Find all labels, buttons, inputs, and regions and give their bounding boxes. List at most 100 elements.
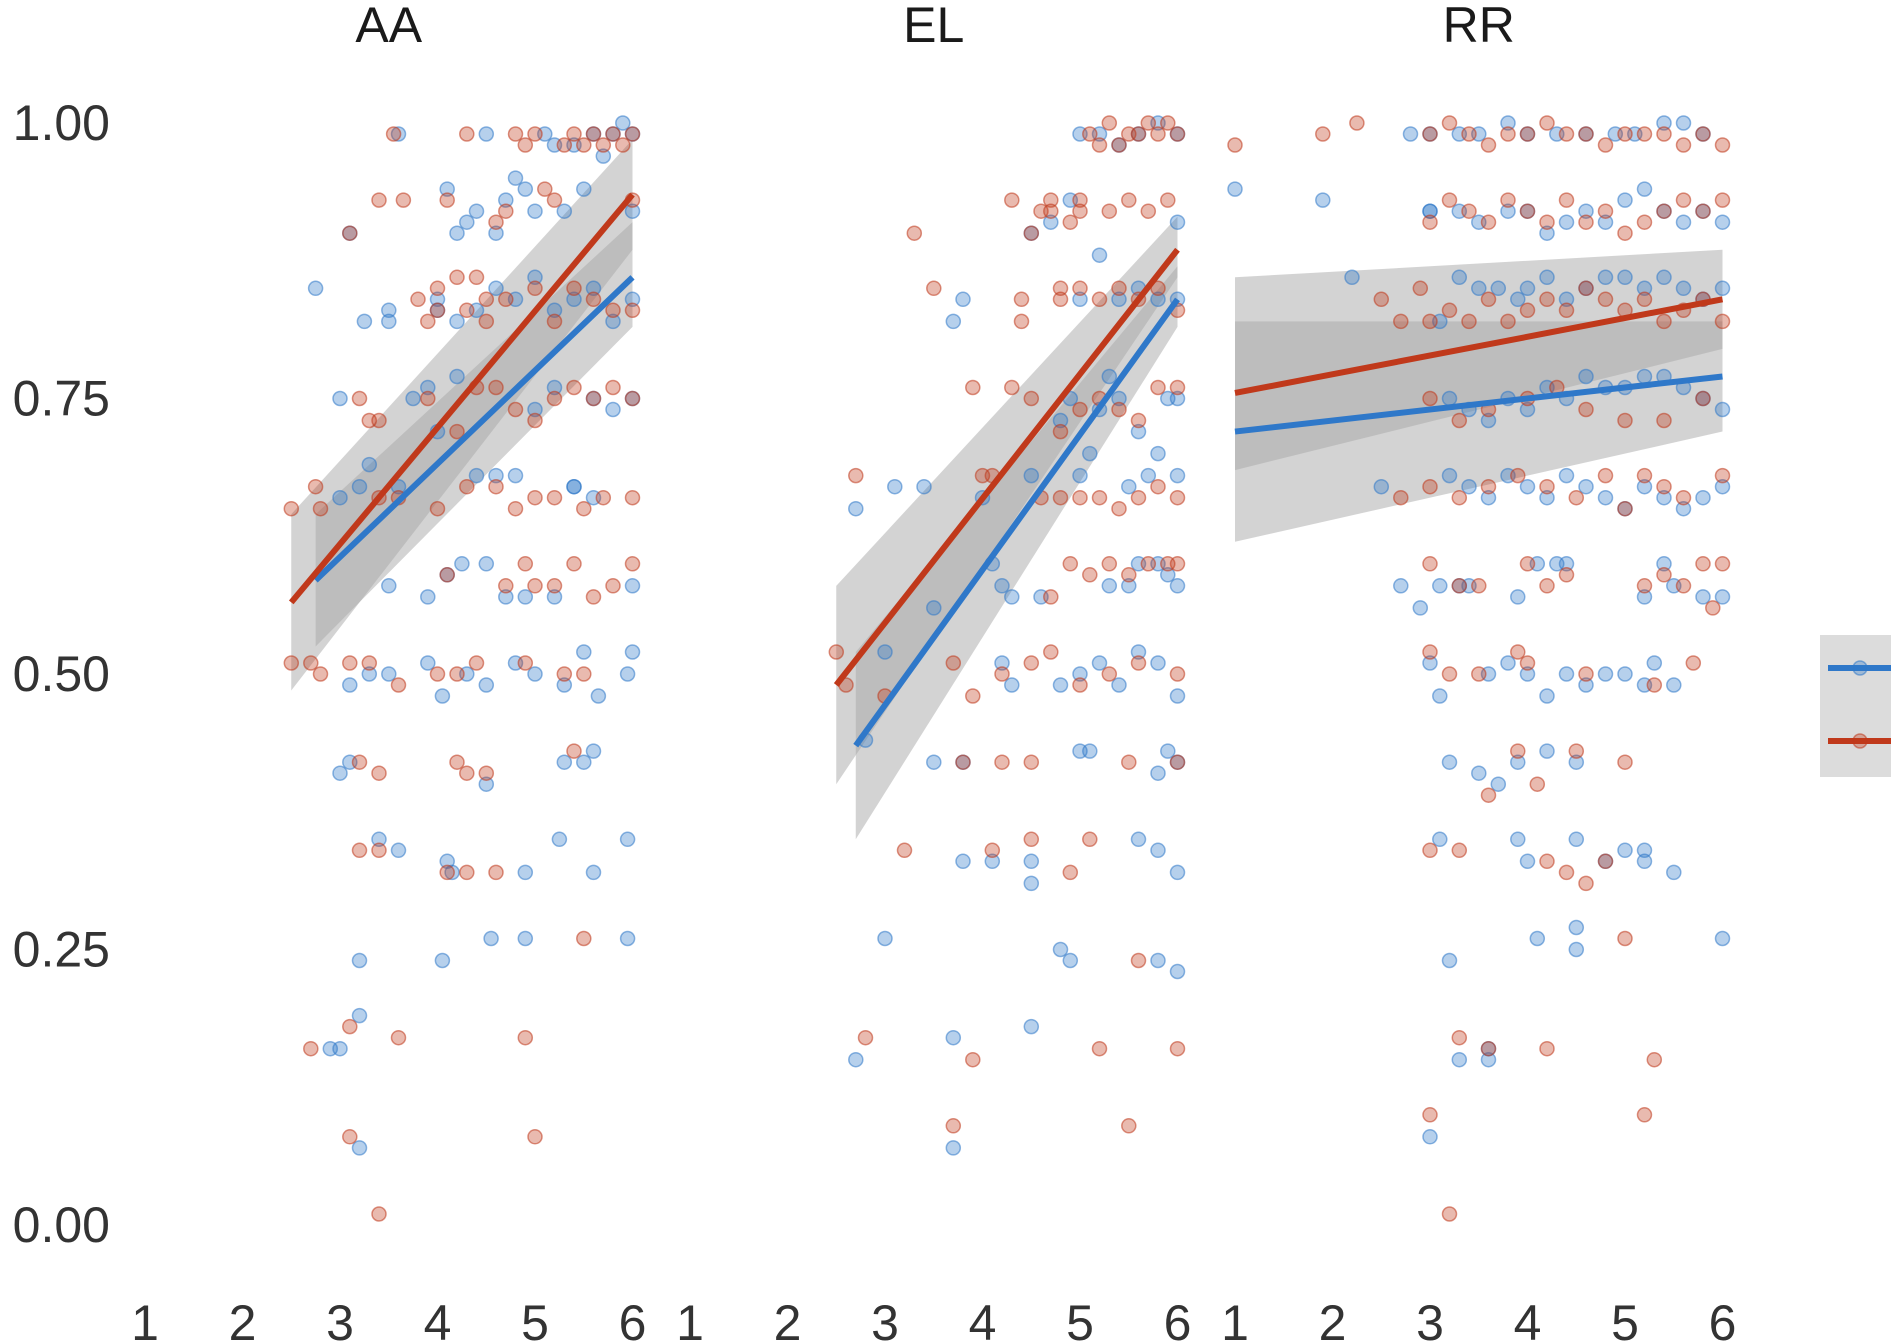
data-point: [507, 500, 524, 517]
data-point: [605, 401, 621, 418]
data-point: [546, 302, 563, 319]
data-point: [1539, 225, 1555, 241]
data-point: [566, 379, 582, 396]
data-point: [624, 489, 641, 506]
data-point: [926, 600, 942, 616]
data-point: [1480, 1040, 1497, 1057]
data-point: [994, 754, 1010, 770]
data-point: [955, 291, 971, 308]
data-point: [498, 578, 514, 594]
data-point: [1490, 776, 1507, 792]
data-point: [877, 644, 893, 660]
data-point: [1441, 467, 1458, 484]
data-point: [459, 126, 475, 142]
data-point: [619, 831, 636, 848]
data-point: [1111, 401, 1127, 418]
data-point: [405, 390, 421, 407]
data-point: [1043, 214, 1059, 230]
data-point: [371, 842, 387, 859]
data-point: [1461, 203, 1477, 219]
data-point: [303, 655, 319, 671]
data-point: [1052, 412, 1069, 429]
data-point: [1519, 478, 1536, 495]
data-point: [1675, 192, 1692, 208]
data-point: [556, 754, 573, 770]
x-tick-label: 5: [1066, 1295, 1094, 1343]
data-point: [1578, 203, 1594, 219]
data-point: [361, 655, 378, 671]
data-point: [1471, 280, 1487, 297]
data-point: [1130, 952, 1147, 969]
panel-title-aa: AA: [355, 0, 422, 53]
data-point: [1519, 556, 1536, 572]
data-point: [1558, 302, 1575, 319]
data-point: [390, 126, 407, 142]
data-point: [1111, 677, 1127, 693]
data-point: [1422, 644, 1438, 660]
data-point: [1519, 853, 1536, 870]
data-point: [1568, 743, 1585, 759]
data-point: [1695, 589, 1711, 605]
data-point: [1169, 864, 1186, 881]
fit-line-blue-el: [853, 297, 1180, 748]
data-point: [312, 666, 329, 682]
data-point: [1091, 1040, 1108, 1057]
data-point: [371, 412, 387, 429]
data-point: [1617, 842, 1633, 859]
data-point: [390, 677, 407, 693]
data-point: [1656, 556, 1672, 572]
fit-line-blue-aa: [313, 275, 635, 583]
data-point: [1617, 500, 1633, 517]
data-point: [361, 666, 378, 682]
data-point: [488, 225, 504, 241]
data-point: [576, 666, 592, 682]
data-point: [566, 743, 582, 759]
data-point: [1578, 214, 1594, 230]
data-point: [1072, 280, 1088, 297]
data-point: [1432, 688, 1448, 704]
data-point: [1519, 280, 1536, 297]
data-point: [1666, 677, 1682, 693]
data-point: [1140, 467, 1157, 484]
data-point: [1666, 864, 1682, 881]
data-point: [351, 842, 368, 859]
data-point: [1646, 655, 1663, 671]
data-point: [1043, 192, 1059, 208]
data-point: [1227, 181, 1243, 197]
data-point: [896, 842, 913, 859]
y-axis: 0.00 0.25 0.50 0.75 1.00: [13, 95, 110, 1253]
data-point: [1111, 291, 1127, 308]
data-point: [1519, 126, 1536, 142]
data-point: [1675, 137, 1692, 153]
data-point: [1675, 500, 1692, 517]
data-point: [1082, 831, 1098, 848]
data-point: [527, 269, 543, 286]
data-point: [1568, 754, 1585, 770]
data-point: [517, 1029, 534, 1046]
data-point: [1150, 655, 1166, 671]
data-point: [1315, 192, 1331, 208]
data-point: [332, 1040, 348, 1057]
data-point: [585, 390, 602, 407]
data-point: [1656, 126, 1672, 142]
data-point: [1130, 423, 1147, 440]
data-point: [1160, 115, 1176, 131]
data-point: [1539, 214, 1555, 230]
data-point: [1597, 666, 1614, 682]
data-point: [945, 313, 962, 330]
data-point: [1412, 280, 1429, 297]
data-point: [1636, 291, 1653, 308]
data-point: [332, 765, 348, 781]
data-point: [1111, 280, 1127, 297]
data-point: [1558, 192, 1575, 208]
x-tick-label: 2: [774, 1295, 802, 1343]
data-point: [1539, 291, 1555, 308]
data-point: [1451, 269, 1468, 286]
data-point: [1539, 478, 1555, 495]
data-point: [1082, 445, 1098, 462]
legend-marker-red: [1852, 733, 1868, 749]
data-point: [1062, 864, 1079, 881]
data-point: [1130, 126, 1147, 142]
data-point: [1714, 192, 1731, 208]
